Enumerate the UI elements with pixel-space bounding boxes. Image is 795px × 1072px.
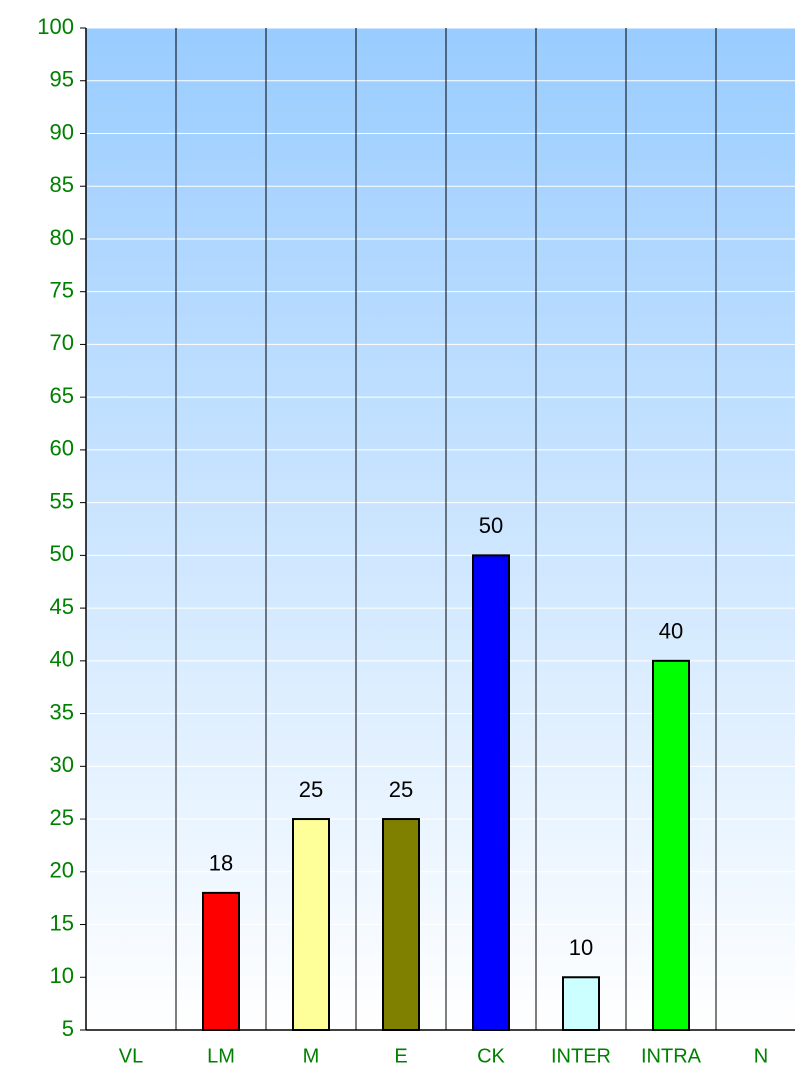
x-tick-label: LM — [207, 1045, 235, 1067]
bar — [382, 818, 420, 1031]
y-tick-label: 75 — [50, 277, 74, 302]
bar — [292, 818, 330, 1031]
data-label: 25 — [299, 777, 323, 802]
y-tick-label: 95 — [50, 67, 74, 92]
x-tick-label: VL — [119, 1045, 143, 1067]
y-tick-label: 50 — [50, 541, 74, 566]
x-tick-label: N — [754, 1045, 768, 1067]
y-tick-label: 60 — [50, 436, 74, 461]
y-tick-label: 55 — [50, 488, 74, 513]
data-label: 25 — [389, 777, 413, 802]
data-label: 10 — [569, 935, 593, 960]
bar — [472, 554, 510, 1031]
y-tick-label: 10 — [50, 963, 74, 988]
y-tick-label: 15 — [50, 910, 74, 935]
x-tick-label: INTRA — [641, 1045, 702, 1067]
y-tick-label: 85 — [50, 172, 74, 197]
y-tick-label: 30 — [50, 752, 74, 777]
x-tick-label: CK — [477, 1045, 505, 1067]
bar — [652, 659, 690, 1031]
x-tick-label: E — [394, 1045, 407, 1067]
x-tick-label: M — [303, 1045, 320, 1067]
x-tick-label: INTER — [551, 1045, 611, 1067]
y-tick-label: 20 — [50, 858, 74, 883]
data-label: 40 — [659, 619, 683, 644]
data-label: 50 — [479, 513, 503, 538]
y-tick-label: 25 — [50, 805, 74, 830]
y-tick-label: 45 — [50, 594, 74, 619]
y-tick-label: 35 — [50, 699, 74, 724]
data-label: 18 — [209, 851, 233, 876]
y-tick-label: 40 — [50, 647, 74, 672]
y-tick-label: 70 — [50, 330, 74, 355]
y-tick-label: 65 — [50, 383, 74, 408]
bar — [562, 976, 600, 1032]
y-tick-label: 5 — [62, 1016, 74, 1041]
y-tick-label: 90 — [50, 119, 74, 144]
y-tick-label: 80 — [50, 225, 74, 250]
y-tick-label: 100 — [37, 14, 74, 39]
bar — [202, 891, 240, 1031]
